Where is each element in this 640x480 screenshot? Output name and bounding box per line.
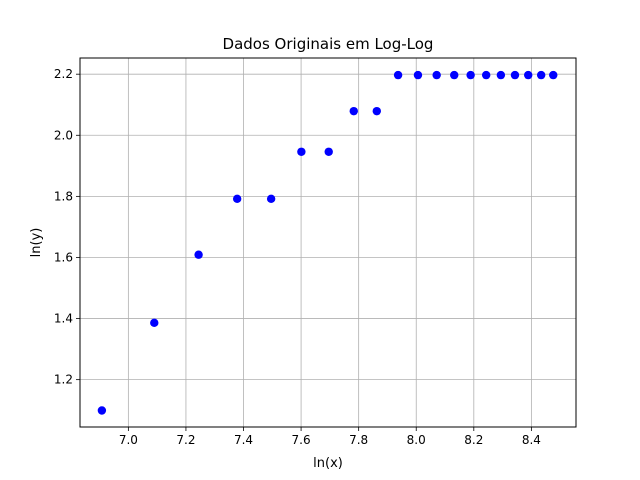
y-tick-label: 1.6	[54, 250, 73, 264]
data-point	[450, 70, 459, 80]
x-tick-label: 7.4	[234, 433, 253, 447]
y-tick-label: 1.2	[54, 373, 73, 387]
data-point	[466, 70, 475, 80]
data-point	[393, 70, 403, 80]
data-point	[549, 70, 558, 80]
data-point	[536, 70, 546, 80]
x-axis-label: ln(x)	[313, 456, 343, 471]
data-point	[194, 250, 203, 259]
data-point	[524, 70, 533, 80]
y-tick-label: 2.2	[54, 67, 73, 81]
x-tick-label: 8.4	[522, 433, 541, 447]
grid	[80, 58, 576, 427]
data-point	[232, 194, 242, 204]
data-points	[97, 70, 558, 415]
axes-frame	[79, 57, 577, 428]
y-tick-label: 2.0	[54, 128, 73, 142]
data-point	[297, 147, 306, 156]
y-axis-label: ln(y)	[29, 228, 44, 258]
chart-title: Dados Originais em Log-Log	[223, 35, 434, 53]
data-point	[510, 70, 520, 80]
y-tick-label: 1.8	[54, 189, 73, 203]
data-point	[496, 70, 506, 80]
data-point	[432, 70, 441, 80]
x-tick-label: 7.8	[349, 433, 368, 447]
y-axis-ticks: 1.2 1.4 1.6 1.8 2.0 2.2	[54, 67, 80, 387]
data-point	[97, 406, 107, 415]
data-point	[481, 70, 491, 80]
data-point	[150, 318, 159, 328]
x-tick-label: 8.0	[407, 433, 426, 447]
data-point	[349, 106, 358, 116]
data-point	[413, 70, 423, 80]
data-point	[266, 194, 276, 204]
x-tick-label: 8.2	[464, 433, 483, 447]
data-point	[372, 106, 381, 116]
x-tick-label: 7.2	[176, 433, 195, 447]
x-tick-label: 7.0	[119, 433, 138, 447]
x-tick-label: 7.6	[292, 433, 311, 447]
x-axis-ticks: 7.0 7.2 7.4 7.6 7.8 8.0 8.2 8.4	[119, 427, 541, 447]
y-tick-label: 1.4	[54, 312, 73, 326]
data-point	[324, 147, 333, 156]
